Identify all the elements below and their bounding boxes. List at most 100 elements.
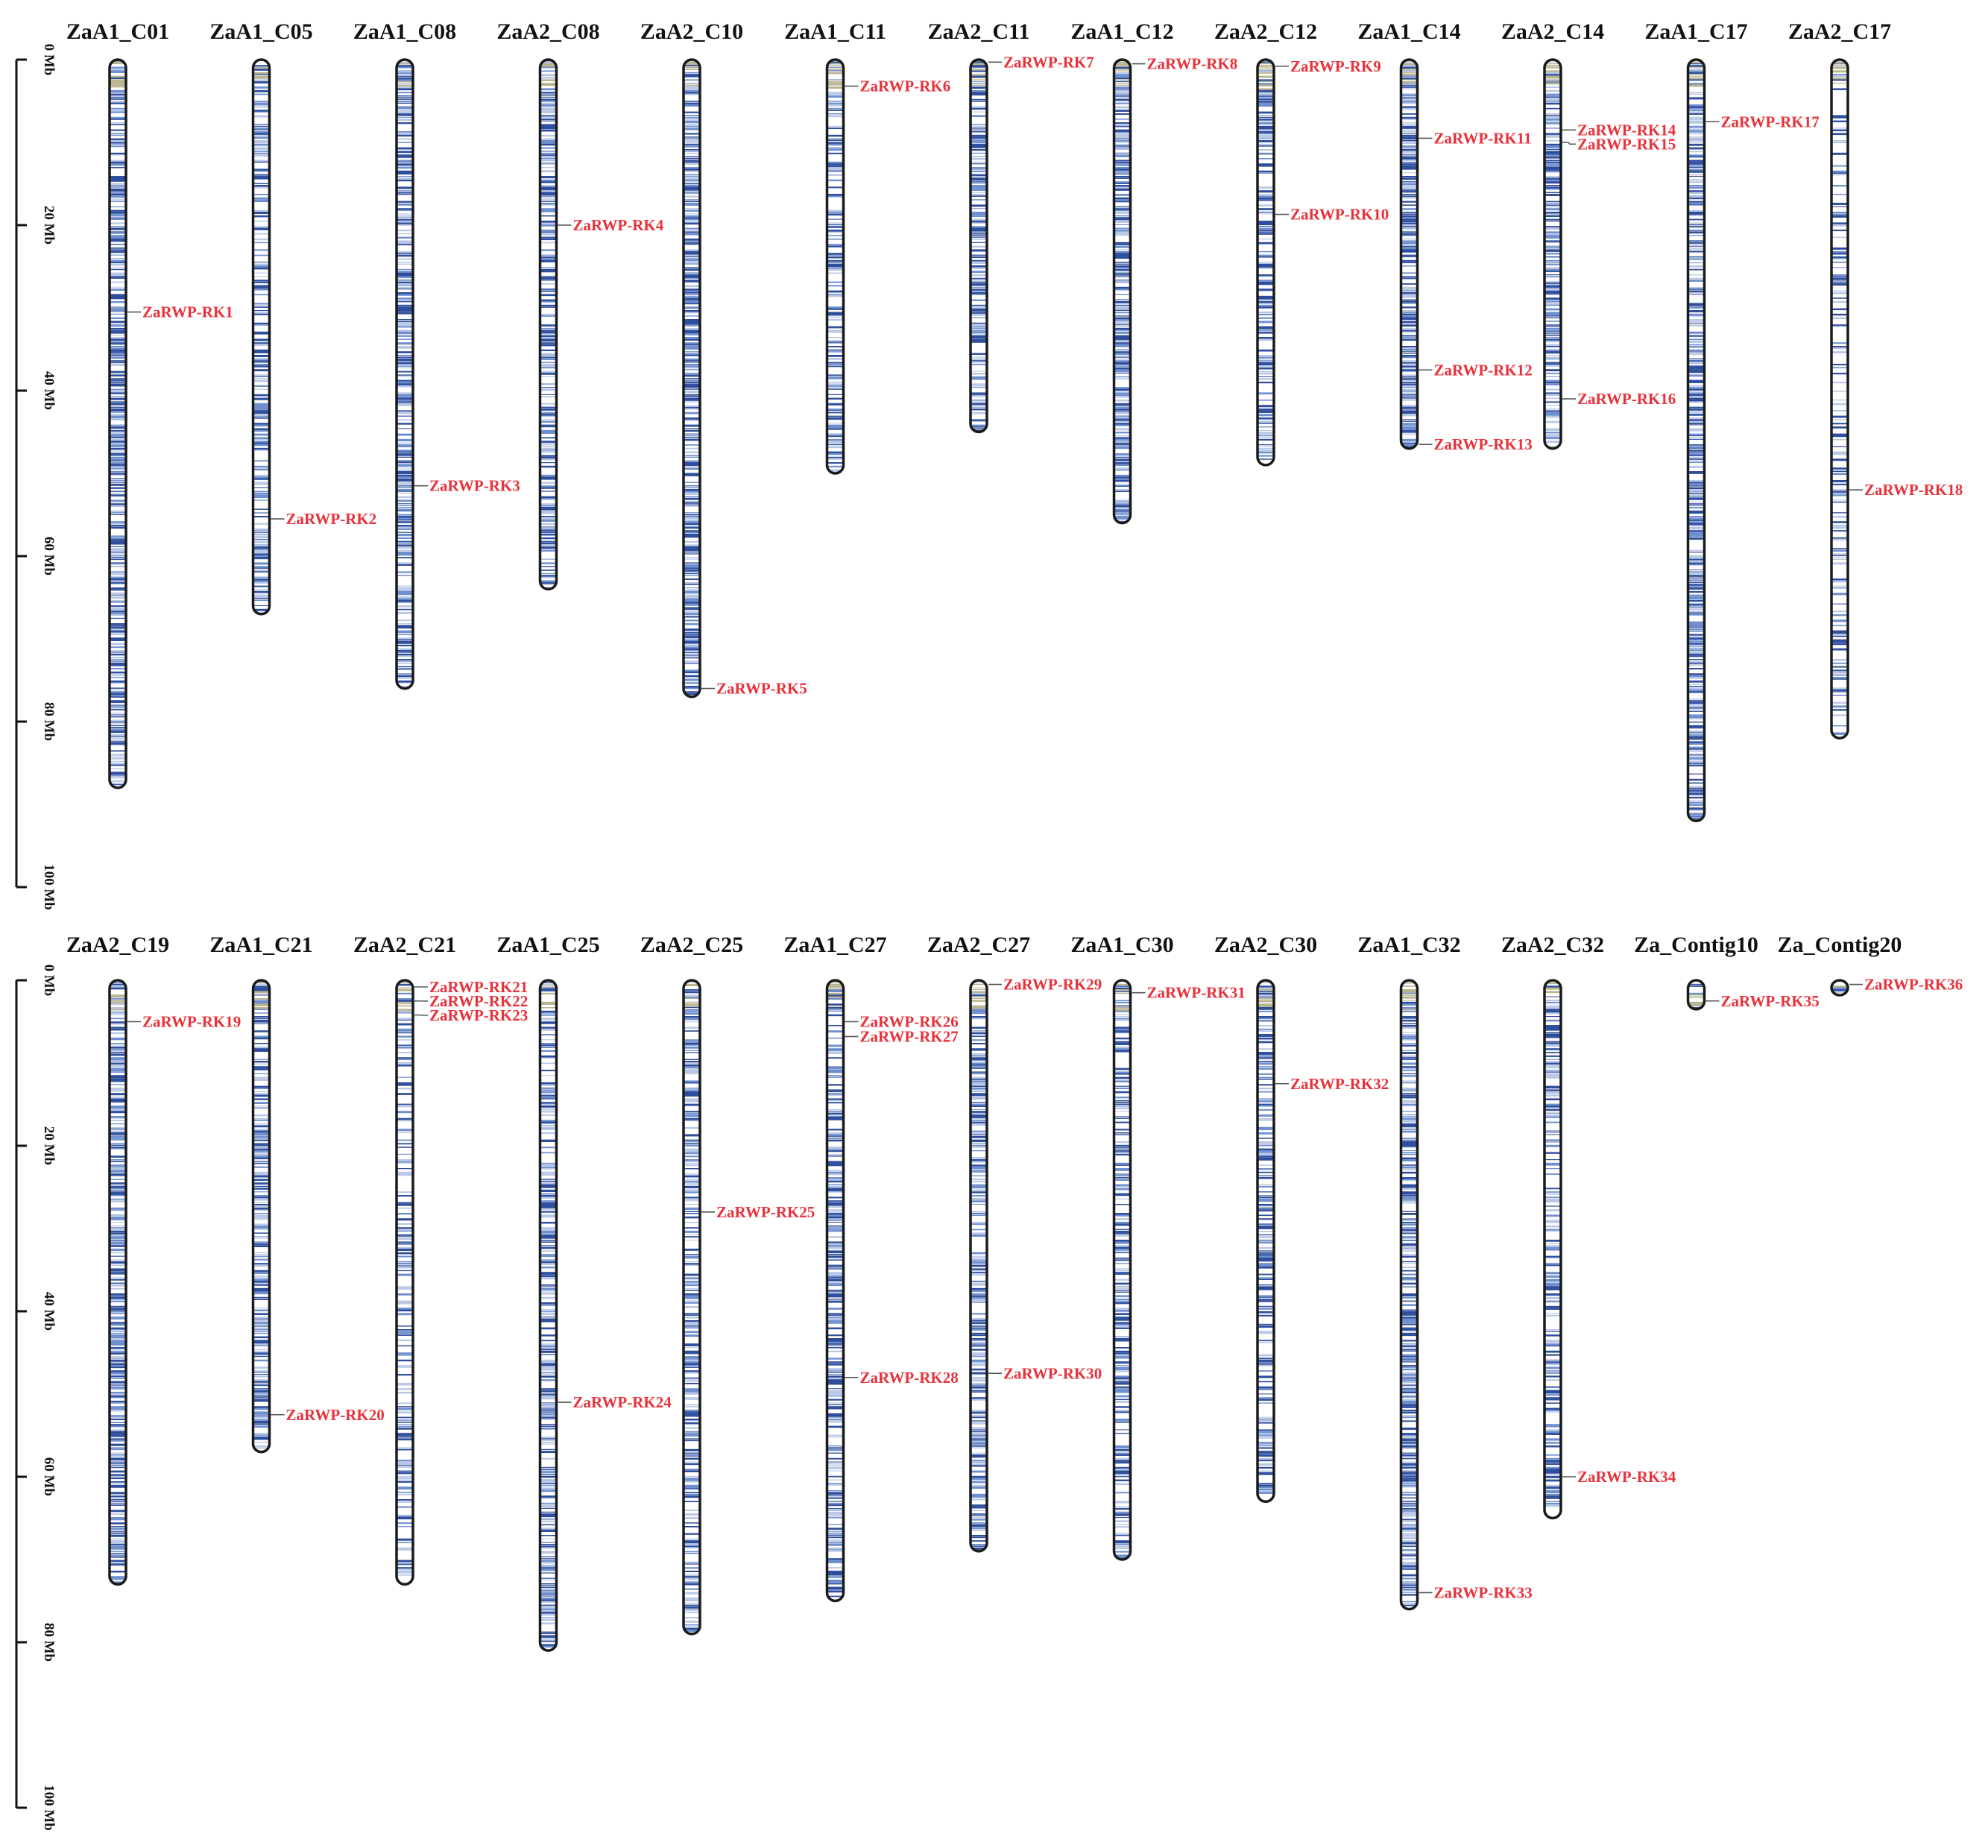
density-band <box>1258 1399 1274 1401</box>
density-band <box>253 106 270 107</box>
density-band <box>1688 392 1705 394</box>
density-band <box>1544 1486 1561 1489</box>
density-band <box>110 1378 126 1379</box>
density-band <box>1114 1406 1131 1407</box>
density-band <box>684 1486 700 1489</box>
density-band <box>1258 1250 1274 1251</box>
density-band <box>971 1061 987 1062</box>
density-band <box>971 998 987 999</box>
density-band <box>971 426 987 428</box>
density-band <box>684 171 700 172</box>
density-band <box>540 1542 557 1543</box>
density-band <box>253 1438 270 1439</box>
density-band <box>827 1536 844 1538</box>
density-band <box>1114 1383 1131 1385</box>
density-band <box>1401 991 1418 993</box>
density-band <box>1258 199 1274 201</box>
density-band <box>110 657 126 658</box>
density-band <box>684 1050 700 1051</box>
density-band <box>827 1435 844 1437</box>
density-band <box>540 1596 557 1597</box>
density-band <box>397 1374 413 1375</box>
density-band <box>540 144 557 145</box>
density-band <box>253 508 270 509</box>
density-band <box>397 215 413 217</box>
density-band <box>684 1578 700 1580</box>
density-band <box>827 1471 844 1472</box>
density-band <box>253 365 270 367</box>
density-band <box>971 1147 987 1148</box>
density-band <box>1114 90 1131 92</box>
density-band <box>684 1098 700 1100</box>
density-band <box>397 1132 413 1133</box>
density-band <box>1401 1295 1418 1296</box>
density-band <box>684 373 700 374</box>
density-band <box>397 201 413 203</box>
density-band <box>110 398 126 400</box>
density-band <box>971 359 987 361</box>
density-band <box>110 314 126 315</box>
density-band <box>540 403 557 405</box>
density-band <box>397 475 413 477</box>
density-band <box>540 353 557 356</box>
density-band <box>1114 376 1131 377</box>
density-band <box>540 1372 557 1374</box>
density-band <box>110 1438 126 1439</box>
density-band <box>684 1404 700 1406</box>
density-band <box>1401 1578 1418 1580</box>
density-band <box>971 323 987 324</box>
density-band <box>397 273 413 275</box>
density-band <box>684 1539 700 1540</box>
density-band <box>827 1370 844 1372</box>
density-band <box>1114 1411 1131 1413</box>
density-band <box>684 596 700 598</box>
density-band <box>253 423 270 425</box>
density-band <box>540 1504 557 1506</box>
density-band <box>253 394 270 397</box>
density-band <box>110 101 126 103</box>
density-band <box>1258 280 1274 281</box>
density-band <box>1544 1066 1561 1068</box>
density-band <box>1401 1504 1418 1507</box>
density-band <box>397 1360 413 1361</box>
density-band <box>827 1562 844 1563</box>
density-band <box>1114 162 1131 163</box>
density-band <box>1688 458 1705 460</box>
density-band <box>253 548 270 549</box>
density-band <box>1544 333 1561 334</box>
density-band <box>1401 321 1418 323</box>
density-band <box>1401 1093 1418 1094</box>
density-band <box>684 168 700 171</box>
density-band <box>110 727 126 728</box>
density-band <box>397 1267 413 1269</box>
gene-label: ZaRWP-RK2 <box>286 510 377 528</box>
density-band <box>397 186 413 189</box>
density-band <box>253 1419 270 1420</box>
density-band <box>971 1265 987 1267</box>
density-band <box>397 74 413 75</box>
density-band <box>684 346 700 348</box>
density-band <box>1258 256 1274 258</box>
density-band <box>1401 1447 1418 1448</box>
density-band <box>540 1084 557 1085</box>
density-band <box>684 396 700 397</box>
density-band <box>397 1111 413 1113</box>
chromosome-body <box>1688 60 1705 821</box>
density-band <box>684 201 700 203</box>
density-band <box>971 1471 987 1473</box>
density-band <box>684 1236 700 1237</box>
density-band <box>1401 1073 1418 1074</box>
density-band <box>110 1313 126 1314</box>
density-band <box>1688 186 1705 189</box>
density-band <box>540 276 557 277</box>
density-band <box>971 1413 987 1414</box>
density-band <box>110 473 126 474</box>
density-band <box>253 450 270 451</box>
density-band <box>540 1167 557 1168</box>
density-band <box>540 1002 557 1004</box>
density-band <box>397 1507 413 1508</box>
density-band <box>827 434 844 435</box>
density-band <box>1258 1254 1274 1255</box>
density-band <box>1114 1050 1131 1053</box>
density-band <box>1544 1109 1561 1111</box>
